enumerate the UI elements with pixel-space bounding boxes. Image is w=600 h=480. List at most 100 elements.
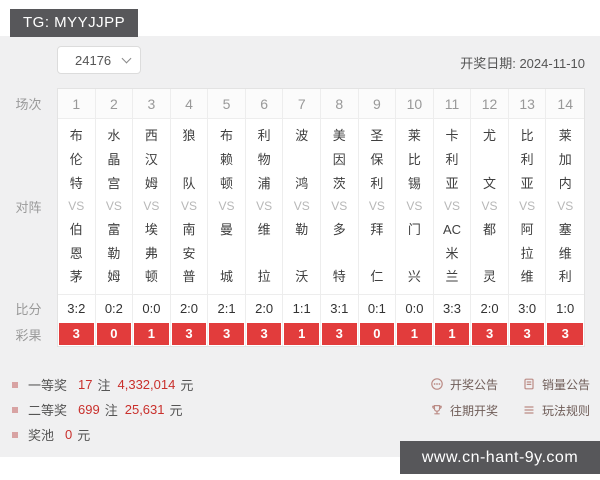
away-team-name: 维拉 [246,219,283,294]
team-name-char: 西 [144,128,158,143]
match-result-badge: 3 [472,323,507,345]
match-column: 14 莱加内 VS 塞维利 1:0 3 [546,89,584,346]
match-column: 2 水晶宫 VS 富勒姆 0:2 0 [95,89,134,346]
match-number: 8 [321,89,358,119]
match-result-badge: 3 [246,323,282,345]
home-team-name: 尤文 [471,119,508,193]
prize-label: 奖池 [28,428,55,443]
team-name-char: 仁 [370,269,384,284]
team-name-char: 水 [107,128,121,143]
match-result-badge: 3 [59,323,94,345]
team-name-char: 比 [520,128,534,143]
match-result-badge: 3 [171,323,207,345]
team-name-char: 赖 [220,152,234,167]
away-team-name: 富勒姆 [96,219,133,294]
issue-select[interactable]: 24176 [57,46,141,74]
match-score: 1:1 [283,294,320,322]
footer-link[interactable]: 开奖公告 [430,374,522,394]
team-name-char: 伦 [69,152,83,167]
prize-row: 一等奖 17 注 4,332,014 元 [12,372,195,397]
vs-label: VS [218,199,235,213]
match-result-badge: 3 [209,323,244,345]
home-team-name: 狼队 [171,119,208,193]
away-team-name: 曼城 [208,219,245,294]
team-name-char: 兰 [445,269,459,284]
team-name-char: 特 [332,269,346,284]
team-name-char: 内 [558,176,572,191]
home-team-name: 布赖顿 [208,119,245,193]
team-name-char: 曼 [220,222,234,237]
prize-label: 二等奖 [28,403,68,418]
team-name-char: 都 [483,222,497,237]
team-name-char: 利 [558,269,572,284]
away-team-name: 阿拉维 [509,219,546,294]
home-team-name: 水晶宫 [96,119,133,193]
team-name-char: 米 [445,245,459,261]
prize-row: 二等奖 699 注 25,631 元 [12,397,195,422]
rules-icon [522,403,536,417]
match-result-badge: 1 [434,323,470,345]
prize-unit: 元 [77,428,91,443]
bullet-icon [12,406,18,413]
footer-links: 开奖公告 销量公告 往期开奖 玩法规则 [430,374,600,420]
sales-report-icon [522,377,536,391]
match-score: 0:0 [396,294,433,322]
away-team-name: 塞维利 [546,219,584,294]
match-number: 1 [58,89,95,119]
team-name-char: 弗 [144,245,158,261]
match-result-badge: 3 [509,323,545,345]
match-score: 0:1 [358,294,396,322]
team-name-char: 伯 [69,222,83,237]
vs-label: VS [443,199,460,213]
team-name-char: 勒 [295,222,309,237]
match-column: 6 利物浦 VS 维拉 2:0 3 [245,89,284,346]
footer-link[interactable]: 往期开奖 [430,400,522,420]
vs-label: VS [406,199,423,213]
team-name-char: 拉 [520,245,534,261]
match-column: 8 美因茨 VS 多特 3:1 3 [321,89,359,346]
home-team-name: 西汉姆 [133,119,170,193]
match-result-badge: 3 [322,323,357,345]
match-column: 5 布赖顿 VS 曼城 2:1 3 [208,89,246,346]
footer-link[interactable]: 玩法规则 [522,400,600,420]
team-name-char: 比 [407,152,421,167]
vs-label: VS [293,199,310,213]
prize-unit: 注 [97,378,111,393]
match-column: 12 尤文 VS 都灵 2:0 3 [471,89,509,346]
vs-label: VS [256,199,273,213]
prize-label: 一等奖 [28,378,68,393]
team-name-char: 保 [370,152,384,167]
team-name-char: 锡 [407,176,421,191]
match-number: 3 [133,89,170,119]
team-name-char: 塞 [558,222,572,237]
match-table: 场次 对阵 比分 彩果 1 布伦特 VS 伯恩茅 3:2 3 2 水晶宫 VS 富勒姆 0:2 0 3 西… [0,88,585,347]
match-number: 10 [396,89,433,119]
team-name-char: 莱 [558,128,572,143]
prize-number: 0 [65,427,73,442]
match-column: 7 波鸿 VS 勒沃 1:1 1 [283,89,321,346]
match-score: 2:0 [170,294,208,322]
prize-number: 25,631 [124,402,165,417]
team-name-char: 利 [445,152,459,167]
prize-number: 17 [78,377,93,392]
chevron-down-icon [121,53,132,64]
team-name-char: 兴 [407,269,421,284]
home-team-name: 比利亚 [509,119,546,193]
team-name-char: 顿 [220,176,234,191]
footer-link[interactable]: 销量公告 [522,374,600,394]
team-name-char: 晶 [107,152,121,167]
match-result-badge: 3 [547,323,583,345]
match-score: 2:1 [208,294,245,322]
match-score: 0:0 [133,294,170,322]
footer-link-label: 玩法规则 [542,403,591,418]
prize-row: 奖池 0 元 [12,422,195,447]
vs-label: VS [519,199,536,213]
draw-date: 开奖日期: 2024-11-10 [460,53,585,72]
match-column: 9 圣保利 VS 拜仁 0:1 0 [358,89,397,346]
prize-number: 699 [78,402,100,417]
team-name-char: 维 [257,222,271,237]
team-name-char: 拉 [257,269,271,284]
home-team-name: 卡利亚 [434,119,471,193]
team-name-char: 灵 [483,269,497,284]
